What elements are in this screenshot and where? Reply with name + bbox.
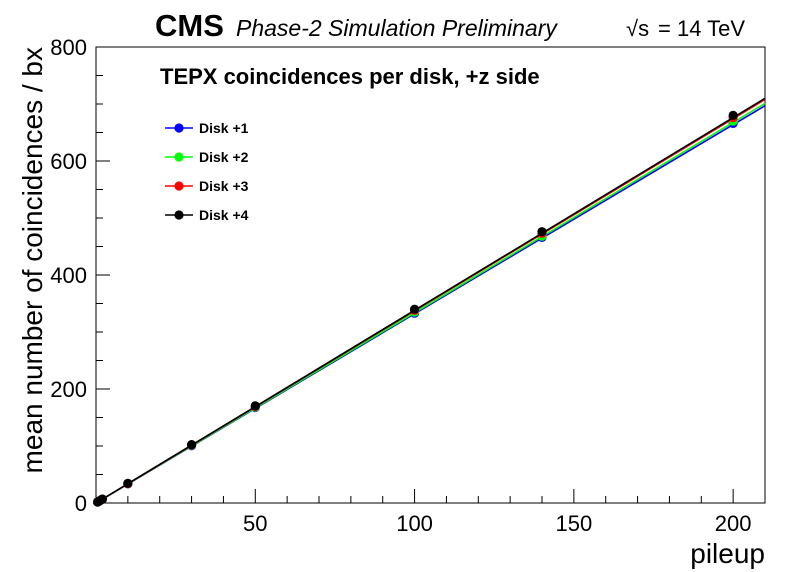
data-point [97,494,107,504]
legend-label: Disk +4 [199,207,249,223]
x-tick-label: 200 [715,511,752,536]
data-point [186,439,197,450]
y-tick-label: 600 [50,149,87,174]
y-tick-label: 400 [50,263,87,288]
legend-marker [174,181,184,191]
legend-label: Disk +2 [199,149,249,165]
legend-marker [174,123,184,133]
data-point [537,227,547,237]
legend-entry: Disk +4 [165,207,249,223]
legend-label: Disk +1 [199,120,249,136]
legend-entry: Disk +1 [165,120,249,136]
data-point [409,304,420,314]
y-axis-title: mean number of coincidences / bx [17,47,48,473]
legend: Disk +1 Disk +2 Disk +3 Disk +4 [165,120,249,223]
series-line [95,97,766,504]
y-tick-label: 0 [75,491,87,516]
energy-sqrt-label: √s [626,16,649,41]
y-tick-label: 800 [50,35,87,60]
data-point [123,478,133,488]
data-point [250,401,260,411]
axes-group: 50 100 150 200 0 200 400 600 800 [50,35,766,536]
legend-marker [174,210,184,220]
y-tick-label: 200 [50,377,87,402]
x-tick-label: 150 [555,511,592,536]
x-tick-label: 100 [396,511,433,536]
x-axis-title: pileup [690,538,765,569]
chart-title: TEPX coincidences per disk, +z side [160,64,540,89]
legend-entry: Disk +2 [165,149,249,165]
series-4 [92,97,766,507]
x-tick-label: 50 [243,511,267,536]
legend-label: Disk +3 [199,178,249,194]
legend-entry: Disk +3 [165,178,249,194]
status-label: Phase-2 Simulation Preliminary [236,15,558,41]
legend-marker [174,152,184,162]
data-point [728,110,738,120]
series-group [92,97,766,507]
energy-value-label: = 14 TeV [658,16,745,41]
experiment-label: CMS [155,8,224,43]
